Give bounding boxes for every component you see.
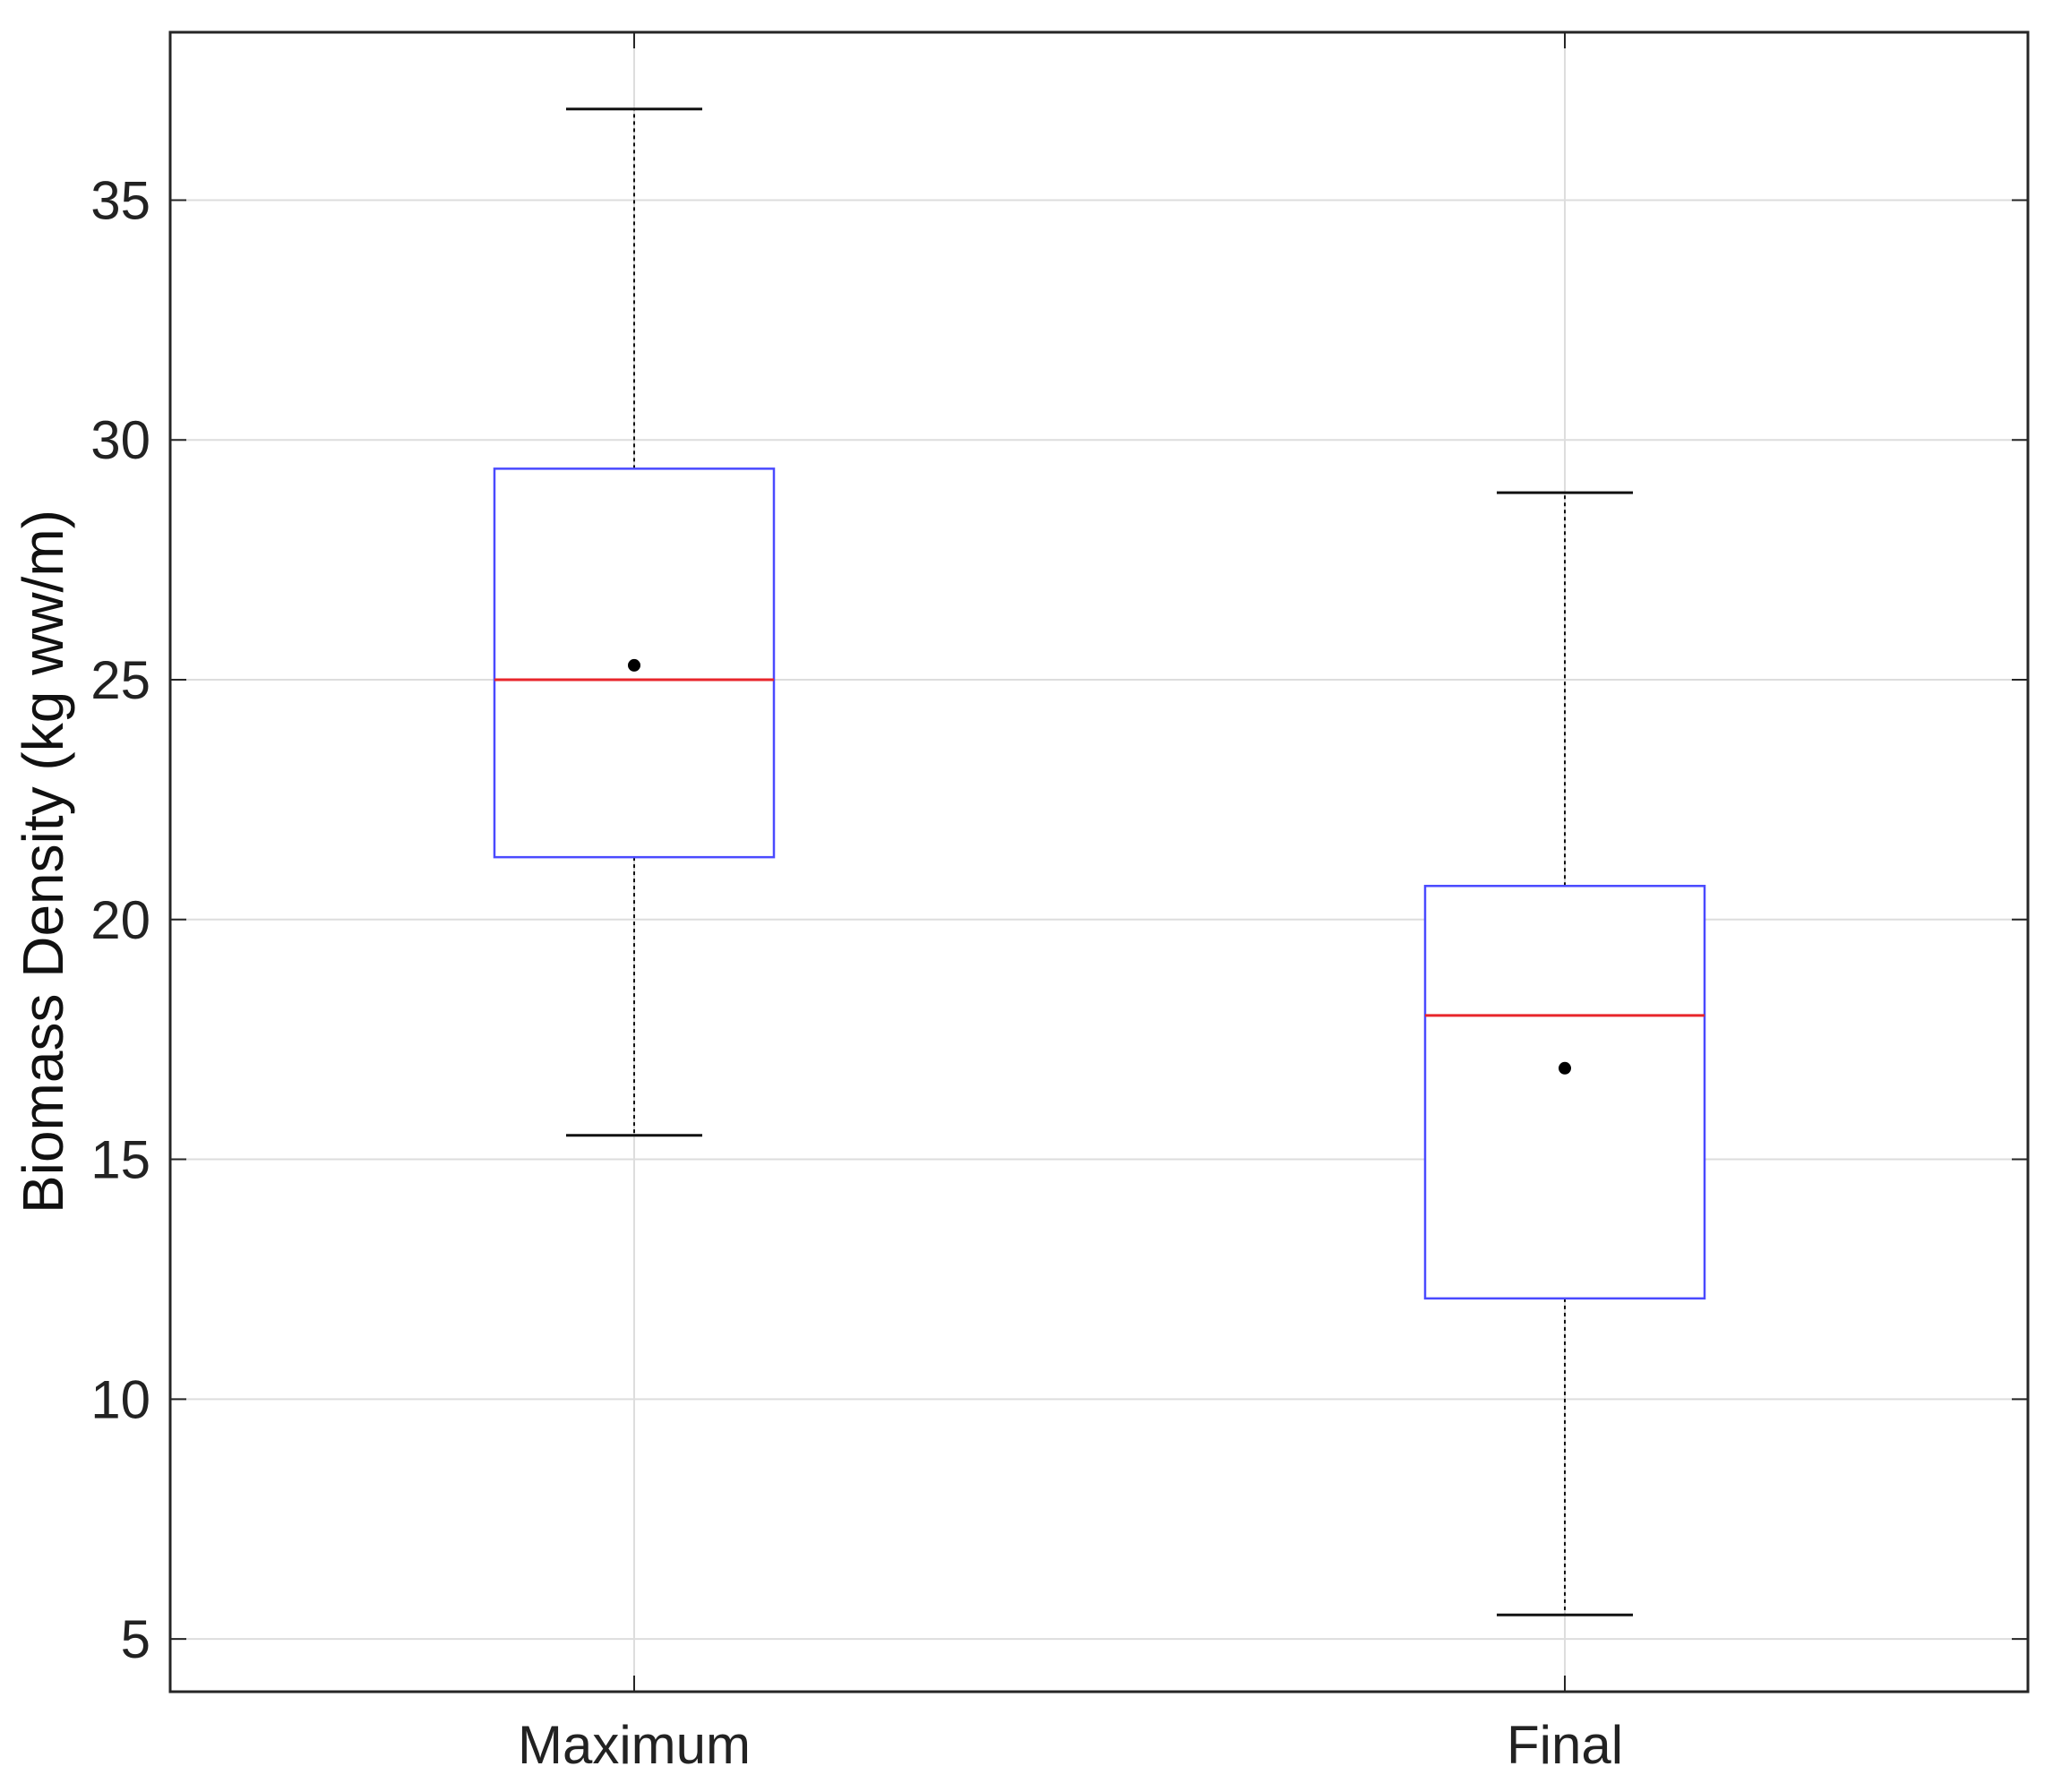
box-group-maximum (493, 107, 776, 1137)
iqr-box-final (1423, 885, 1706, 1300)
mean-marker-maximum (628, 658, 640, 672)
tick-layer: 5 10 15 20 25 30 35 Maximum Final (90, 32, 2028, 1775)
x-tick-label-maximum: Maximum (518, 1715, 751, 1775)
y-tick-label: 30 (90, 410, 150, 470)
box-group-final (1423, 491, 1706, 1616)
plot-frame (168, 30, 2030, 1693)
y-tick-label: 35 (90, 170, 150, 230)
grid-layer (170, 32, 2028, 1692)
y-tick-label: 25 (90, 650, 150, 710)
y-tick-label: 10 (90, 1369, 150, 1429)
label-layer: Biomass Density (kg ww/m) (11, 510, 75, 1213)
box-layer (493, 107, 1706, 1616)
y-tick-label: 5 (121, 1609, 150, 1669)
x-tick-label-final: Final (1507, 1715, 1623, 1775)
mean-marker-final (1559, 1061, 1571, 1075)
y-tick-label: 15 (90, 1130, 150, 1190)
y-tick-label: 20 (90, 890, 150, 950)
y-axis-label: Biomass Density (kg ww/m) (11, 510, 75, 1213)
